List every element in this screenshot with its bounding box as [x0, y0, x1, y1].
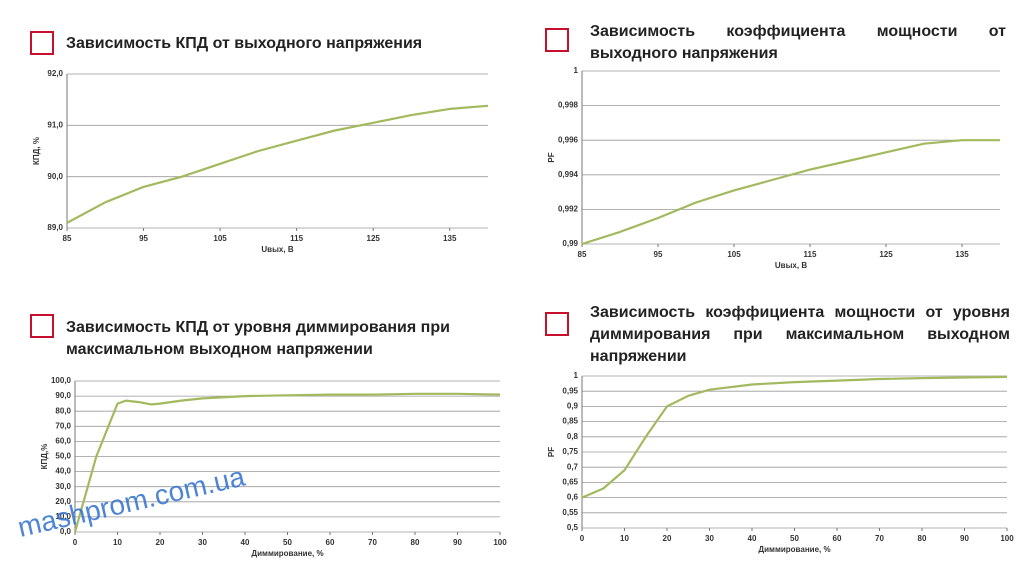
x-tick-label: 105 — [213, 234, 227, 243]
x-tick-label: 100 — [1000, 534, 1014, 543]
y-tick-label: 0,95 — [562, 386, 578, 395]
x-tick-label: 70 — [875, 534, 884, 543]
y-tick-label: 0,6 — [567, 493, 579, 502]
x-tick-label: 10 — [620, 534, 629, 543]
y-tick-label: 90,0 — [55, 391, 71, 400]
y-tick-label: 20,0 — [55, 497, 71, 506]
y-tick-label: 0,992 — [558, 205, 579, 214]
y-tick-label: 40,0 — [55, 467, 71, 476]
y-tick-label: 91,0 — [47, 120, 63, 129]
y-tick-label: 70,0 — [55, 421, 71, 430]
chart-title: Зависимость КПД от уровня диммирования п… — [66, 319, 450, 358]
y-axis-label: PF — [547, 152, 556, 162]
y-tick-label: 1 — [574, 371, 579, 380]
x-axis-label: Диммирование, % — [251, 549, 323, 558]
y-axis-label: КПД,% — [40, 444, 49, 470]
x-tick-label: 95 — [654, 250, 663, 259]
y-tick-label: 92,0 — [47, 69, 63, 78]
x-tick-label: 125 — [879, 250, 893, 259]
x-tick-label: 80 — [411, 538, 420, 547]
x-axis-label: Uвых, В — [261, 245, 293, 254]
x-tick-label: 105 — [727, 250, 741, 259]
data-line — [581, 139, 1000, 246]
y-tick-label: 0,8 — [567, 432, 579, 441]
y-tick-label: 0,7 — [567, 462, 579, 471]
x-tick-label: 0 — [580, 534, 585, 543]
x-tick-label: 135 — [955, 250, 969, 259]
data-line — [73, 392, 501, 533]
data-line — [581, 375, 1008, 499]
y-tick-label: 90,0 — [47, 172, 63, 181]
chart-title: Зависимость коэффициента мощности от вых… — [590, 23, 1006, 62]
y-tick-label: 0,996 — [558, 135, 579, 144]
x-tick-label: 85 — [578, 250, 587, 259]
x-tick-label: 20 — [663, 534, 672, 543]
x-tick-label: 60 — [326, 538, 335, 547]
x-tick-label: 95 — [139, 234, 148, 243]
y-tick-label: 89,0 — [47, 223, 63, 232]
data-line — [66, 104, 489, 224]
y-axis-label: КПД, % — [32, 137, 41, 165]
x-tick-label: 85 — [63, 234, 72, 243]
chart-title: Зависимость коэффициента мощности от уро… — [590, 304, 1010, 365]
x-tick-label: 20 — [156, 538, 165, 547]
x-tick-label: 10 — [113, 538, 122, 547]
x-tick-label: 125 — [367, 234, 381, 243]
y-tick-label: 0,994 — [558, 170, 579, 179]
y-tick-label: 0,5 — [567, 523, 579, 532]
red-square-icon — [545, 28, 569, 52]
red-square-icon — [30, 314, 54, 338]
y-tick-label: 0,65 — [562, 478, 578, 487]
x-tick-label: 90 — [960, 534, 969, 543]
x-tick-label: 135 — [443, 234, 457, 243]
x-tick-label: 100 — [493, 538, 507, 547]
y-tick-label: 0,85 — [562, 417, 578, 426]
y-tick-label: 0,998 — [558, 101, 579, 110]
y-tick-label: 50,0 — [55, 452, 71, 461]
y-tick-label: 10,0 — [55, 512, 71, 521]
x-tick-label: 50 — [283, 538, 292, 547]
x-tick-label: 50 — [790, 534, 799, 543]
red-square-icon — [545, 312, 569, 336]
x-tick-label: 30 — [705, 534, 714, 543]
x-tick-label: 60 — [833, 534, 842, 543]
y-tick-label: 1 — [574, 66, 579, 75]
x-tick-label: 90 — [453, 538, 462, 547]
y-tick-label: 0,0 — [60, 527, 72, 536]
x-tick-label: 115 — [804, 250, 817, 259]
y-tick-label: 0,75 — [562, 447, 578, 456]
y-axis-label: PF — [547, 447, 556, 457]
y-tick-label: 0,9 — [567, 402, 579, 411]
x-tick-label: 0 — [73, 538, 78, 547]
x-axis-label: Диммирование, % — [758, 545, 830, 554]
red-square-icon — [30, 31, 54, 55]
x-tick-label: 30 — [198, 538, 207, 547]
y-tick-label: 60,0 — [55, 437, 71, 446]
x-tick-label: 115 — [290, 234, 303, 243]
y-tick-label: 80,0 — [55, 406, 71, 415]
y-tick-label: 30,0 — [55, 482, 71, 491]
x-tick-label: 40 — [241, 538, 250, 547]
x-tick-label: 40 — [748, 534, 757, 543]
y-tick-label: 100,0 — [51, 376, 72, 385]
y-tick-label: 0,55 — [562, 508, 578, 517]
chart-title: Зависимость КПД от выходного напряжения — [66, 35, 423, 52]
x-tick-label: 80 — [918, 534, 927, 543]
y-tick-label: 0,99 — [562, 239, 578, 248]
x-axis-label: Uвых, В — [775, 261, 807, 270]
x-tick-label: 70 — [368, 538, 377, 547]
